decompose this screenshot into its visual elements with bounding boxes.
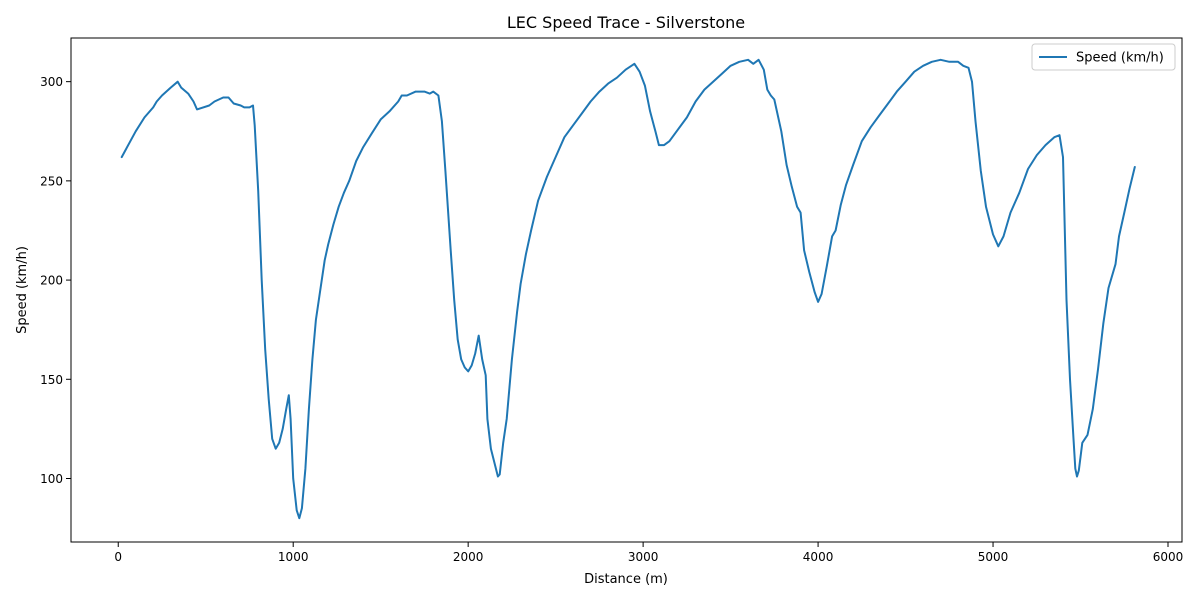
plot-area: [71, 38, 1182, 542]
x-tick-label: 1000: [278, 550, 309, 564]
legend: Speed (km/h): [1031, 43, 1176, 71]
x-tick-label: 6000: [1153, 550, 1184, 564]
x-tick-label: 2000: [453, 550, 484, 564]
speed-series-line: [120, 58, 1136, 520]
legend-box: [1031, 43, 1176, 71]
x-tick-label: 3000: [628, 550, 659, 564]
y-tick-label: 300: [40, 75, 63, 89]
x-tick-label: 5000: [978, 550, 1009, 564]
legend-label: Speed (km/h): [1076, 51, 1164, 66]
x-axis-label: Distance (m): [584, 572, 668, 587]
x-tick-label: 4000: [803, 550, 834, 564]
y-tick-label: 250: [40, 174, 63, 188]
y-tick-label: 150: [40, 373, 63, 387]
y-tick-label: 100: [40, 472, 63, 486]
x-tick-label: 0: [114, 550, 122, 564]
y-axis-label: Speed (km/h): [15, 246, 30, 334]
y-ticks: 100 150 200 250 300: [40, 75, 71, 486]
plot-frame: [70, 37, 1183, 543]
x-ticks: 0 1000 2000 3000 4000 5000 6000: [114, 542, 1183, 564]
chart-title: LEC Speed Trace - Silverstone: [507, 13, 745, 32]
y-tick-label: 200: [40, 274, 63, 288]
